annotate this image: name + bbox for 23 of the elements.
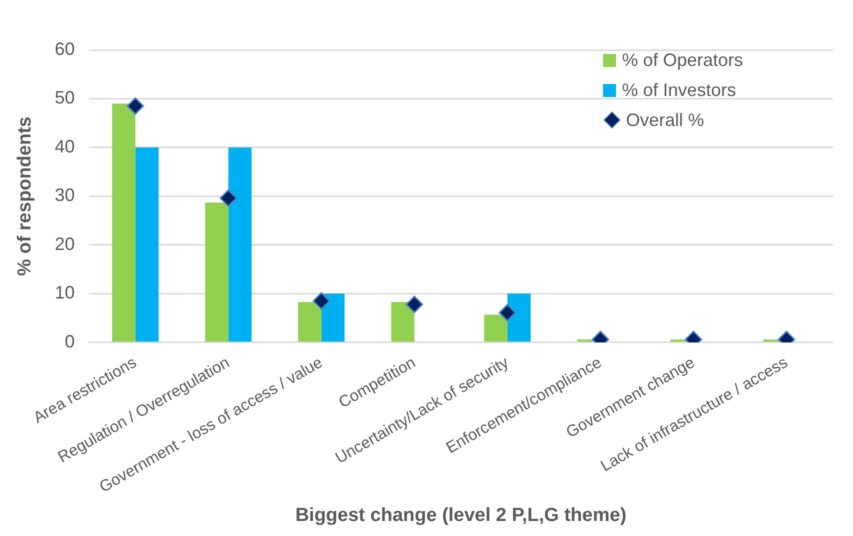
bar [228,147,252,342]
legend-label: % of Investors [622,79,736,102]
y-tick-label: 60 [54,38,75,59]
y-tick-label: 10 [54,282,75,303]
bar [507,294,531,342]
bar [112,104,136,342]
bar [135,147,159,342]
bar [484,314,508,342]
legend-label: % of Operators [622,49,744,72]
bar [321,294,345,342]
bar [391,302,414,342]
legend-label: Overall % [626,109,704,132]
bar [205,202,228,342]
y-tick-label: 0 [64,331,75,352]
point [220,189,238,207]
point [126,97,144,115]
y-tick-label: 50 [54,88,75,108]
bar [298,302,322,342]
y-axis-title: % of respondents [14,116,36,276]
y-tick-label: 20 [54,234,75,254]
y-tick-label: 40 [54,136,75,156]
x-axis-title: Biggest change (level 2 P,L,G theme) [295,504,627,526]
y-tick-label: 30 [54,185,75,206]
